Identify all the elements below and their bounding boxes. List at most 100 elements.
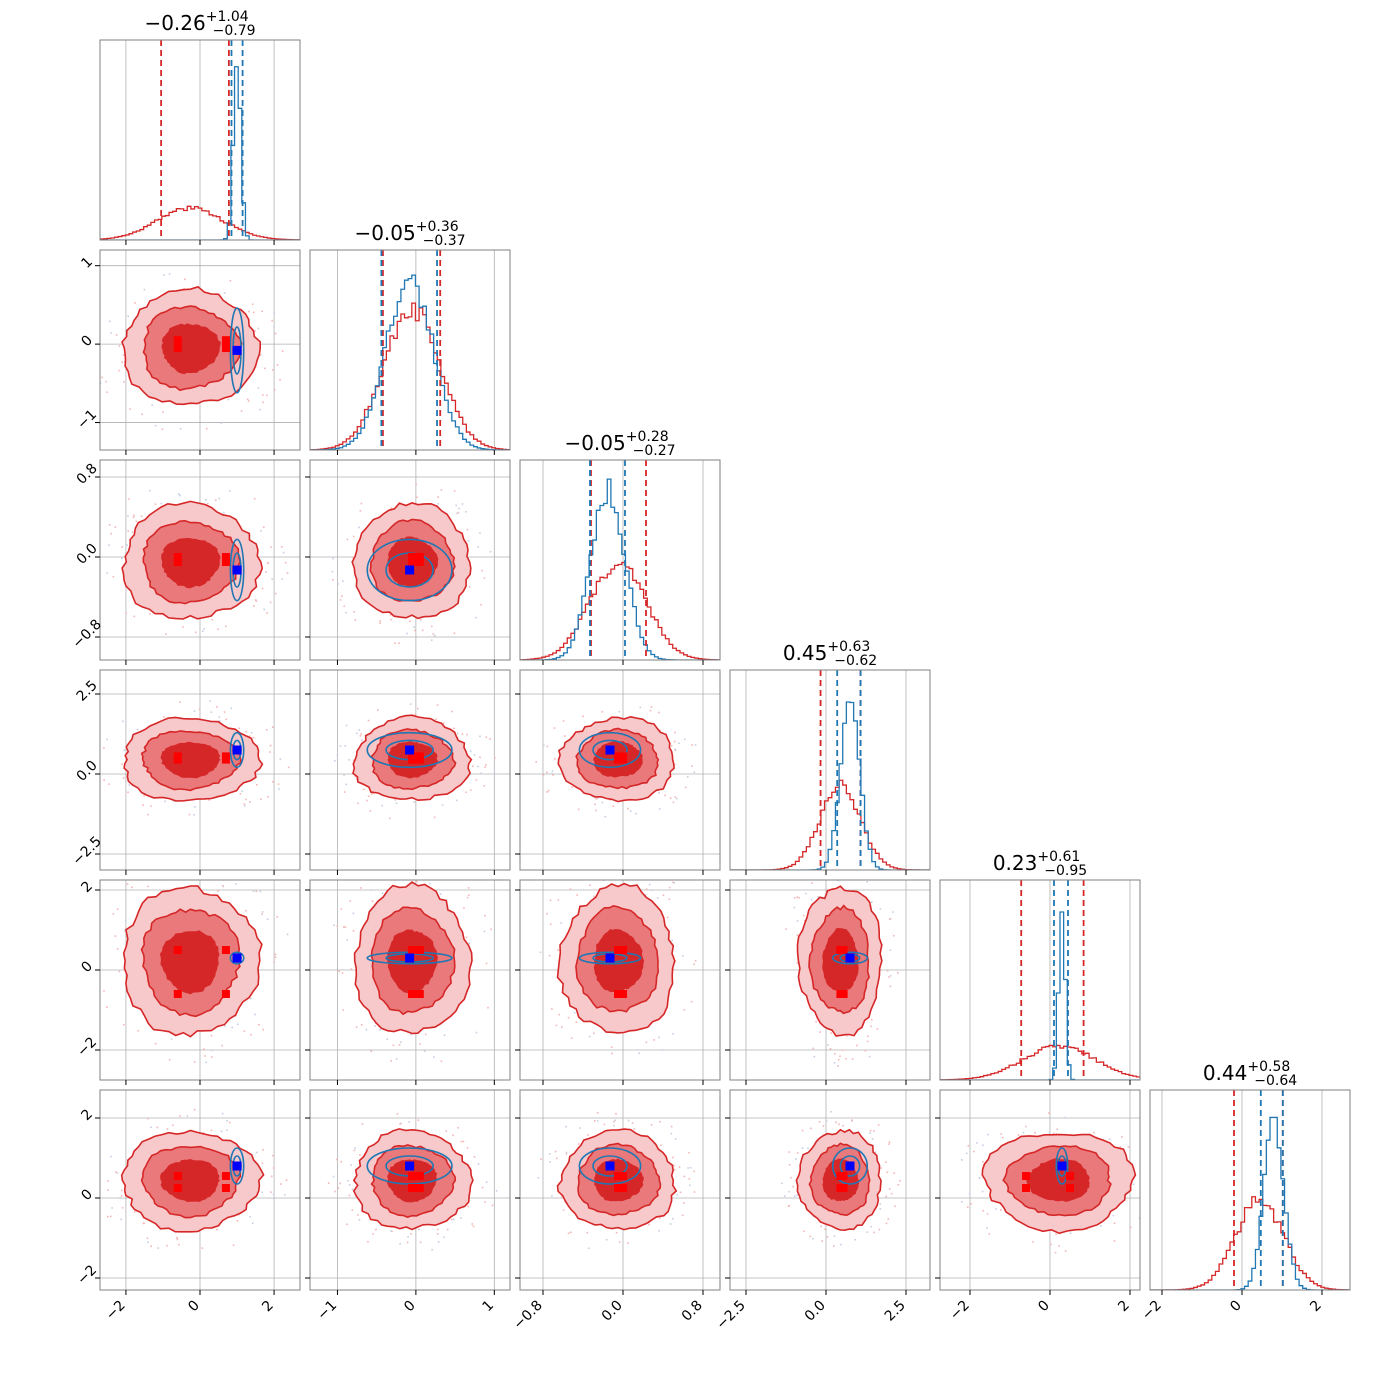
sample-point [633, 1128, 636, 1130]
sample-point [639, 706, 642, 709]
blue-contour-level-2 [229, 1147, 245, 1185]
sample-point [247, 400, 250, 402]
red-point-marker [415, 990, 424, 998]
sample-point [1001, 1136, 1004, 1139]
sample-point [272, 1167, 275, 1169]
sample-point [888, 1141, 891, 1143]
sample-point [887, 1218, 890, 1220]
sample-point [236, 1220, 239, 1222]
sample-point [455, 799, 458, 802]
sample-point [674, 731, 676, 734]
blue-contour-level-2 [229, 307, 245, 394]
sample-point [601, 710, 604, 713]
panel-frame [309, 1089, 511, 1291]
sample-point [186, 1115, 189, 1117]
sample-point [673, 1164, 675, 1167]
sample-point [418, 1228, 420, 1231]
sample-point [246, 398, 249, 401]
sample-point [871, 1138, 874, 1140]
sample-point [361, 739, 363, 741]
sample-point [611, 1052, 613, 1055]
sample-point [961, 1159, 963, 1161]
panel-5-4: −2 0 2 [935, 1089, 1141, 1323]
sample-point [681, 1214, 684, 1217]
blue-point-marker [1057, 1161, 1067, 1171]
red-point-marker [619, 752, 627, 761]
sample-point [148, 613, 151, 615]
sample-point [260, 530, 262, 532]
sample-point [400, 1122, 402, 1125]
sample-point [885, 1222, 888, 1225]
y-tick-label: 0 [78, 1186, 96, 1204]
sample-point [674, 748, 676, 751]
sample-point [845, 1057, 847, 1060]
sample-point [578, 877, 580, 879]
sample-point [1052, 1132, 1055, 1135]
red-point-marker [415, 1172, 424, 1180]
sample-point [273, 312, 275, 314]
sample-point [604, 815, 607, 818]
y-tick-label: 0.0 [74, 758, 101, 785]
sample-point [433, 816, 436, 819]
sample-point [820, 1225, 823, 1228]
sample-point [897, 972, 899, 974]
sample-point [176, 1236, 178, 1239]
sample-point [220, 422, 223, 424]
sample-point [118, 345, 121, 347]
sample-point [803, 920, 806, 922]
sample-point [457, 1126, 460, 1129]
blue-contour-level-2 [366, 538, 453, 602]
sample-point [414, 713, 417, 716]
sample-point [477, 1163, 480, 1165]
sample-point [358, 1218, 361, 1221]
sample-point [668, 898, 671, 901]
sample-point [230, 707, 233, 710]
sample-point [557, 949, 559, 951]
sample-point [668, 886, 671, 889]
blue-point-marker [232, 953, 242, 963]
sample-point [829, 1047, 832, 1050]
sample-point [594, 803, 596, 806]
sample-point [803, 1230, 805, 1233]
sample-point [339, 745, 342, 747]
sample-point [423, 1050, 426, 1053]
sample-point [869, 1132, 871, 1134]
sample-point [558, 1013, 561, 1016]
sample-point [343, 605, 346, 608]
sample-point [489, 550, 492, 553]
sample-point [252, 311, 255, 314]
sample-point [451, 1218, 453, 1221]
sample-point [408, 1120, 411, 1123]
y-tick-label: 2.5 [74, 678, 101, 705]
sample-point [252, 736, 255, 739]
sample-point [567, 1016, 570, 1019]
sample-point [458, 507, 460, 510]
sample-point [645, 1041, 648, 1044]
sample-point [801, 1147, 804, 1149]
sample-point [433, 1056, 435, 1058]
sample-point [359, 510, 362, 512]
sample-point [477, 546, 480, 548]
red-point-marker [614, 1172, 622, 1180]
sample-point [339, 599, 342, 601]
sample-point [255, 1151, 258, 1154]
sample-point [222, 885, 225, 888]
red-point-marker [221, 946, 230, 954]
sample-point [837, 880, 839, 882]
sample-point [595, 798, 598, 800]
sample-point [409, 703, 412, 705]
sample-point [415, 483, 417, 486]
y-tick-label: 1 [78, 254, 96, 272]
sample-point [549, 1152, 551, 1155]
sample-point [333, 760, 336, 762]
sample-point [261, 1191, 264, 1194]
sample-point [261, 587, 264, 590]
sample-point [353, 1149, 356, 1152]
sample-point [336, 925, 339, 927]
red-point-marker [221, 336, 230, 345]
red-point-marker [173, 946, 182, 954]
sample-point [128, 784, 130, 786]
sample-point [618, 1241, 621, 1243]
blue-point-marker [845, 1161, 855, 1171]
sample-point [671, 1217, 674, 1220]
